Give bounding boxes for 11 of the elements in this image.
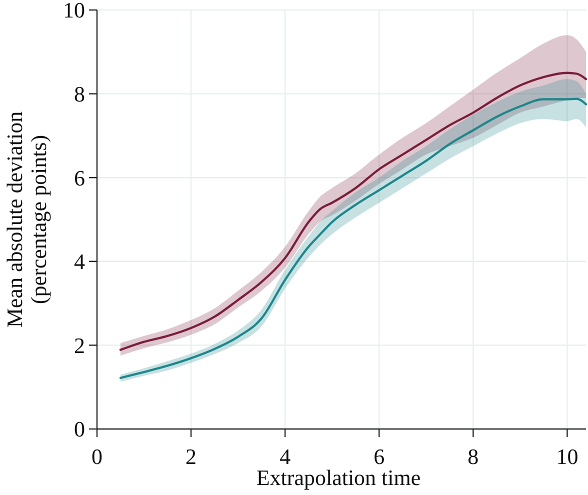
y-tick-label: 8 [74, 82, 85, 106]
y-tick-label: 10 [63, 0, 85, 23]
x-tick-label: 10 [556, 444, 578, 469]
x-tick-label: 2 [186, 444, 197, 469]
y-axis-title: Mean absolute deviation (percentage points) [2, 111, 51, 328]
x-tick-label: 8 [468, 444, 479, 469]
y-tick-label: 4 [74, 249, 85, 274]
x-tick-label: 0 [92, 444, 102, 469]
y-tick-label: 0 [74, 416, 85, 442]
y-tick-label: 2 [74, 332, 85, 358]
y-tick-label: 6 [74, 165, 85, 190]
